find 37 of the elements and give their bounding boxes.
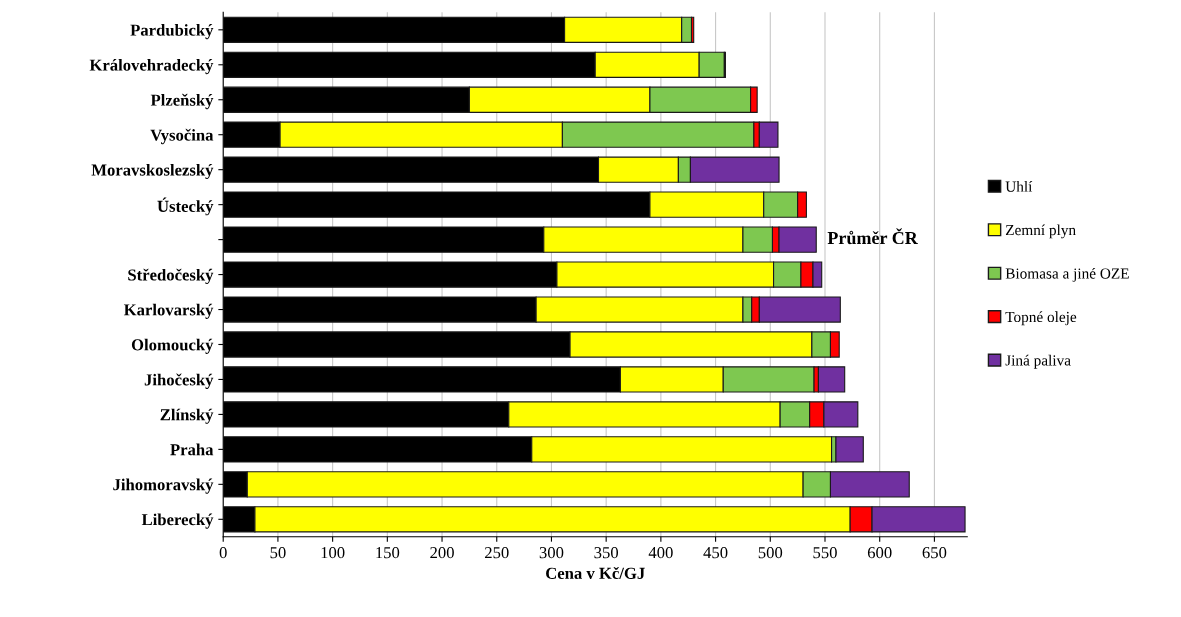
x-tick-label: 150: [376, 546, 400, 559]
legend-label: Jiná paliva: [1005, 354, 1071, 369]
y-tick-label: Praha: [170, 443, 214, 456]
x-tick-label: 600: [867, 546, 892, 559]
x-tick-label: 650: [922, 546, 947, 559]
x-tick-label: 0: [219, 546, 227, 559]
y-tick-label: Moravskoslezský: [91, 163, 214, 180]
x-tick-label: 550: [813, 546, 837, 559]
x-tick-label: 500: [758, 546, 783, 559]
legend-label: Biomasa a jiné OZE: [1005, 267, 1129, 282]
legend-label: Topné oleje: [1005, 311, 1077, 326]
y-tick-label: Plzeňský: [150, 93, 214, 110]
x-tick-label: 100: [321, 546, 345, 559]
y-tick-label: Liberecký: [141, 513, 214, 529]
y-tick-label: Vysočina: [150, 128, 214, 145]
x-tick-label: 50: [270, 546, 286, 559]
x-tick-label: 350: [594, 546, 619, 559]
x-tick-label: 450: [703, 546, 728, 559]
y-tick-label: Karlovarský: [123, 303, 214, 319]
y-tick-label: Jihočeský: [144, 373, 214, 389]
x-tick-label: 300: [539, 546, 564, 559]
y-tick-label: Pardubický: [130, 24, 214, 40]
x-tick-label: 400: [648, 546, 673, 559]
y-tick-label: Olomoucký: [131, 338, 214, 354]
legend-label: Zemní plyn: [1005, 224, 1076, 239]
y-tick-label: Ústecký: [157, 197, 214, 216]
x-axis-title: Cena v Kč/GJ: [546, 566, 645, 579]
x-tick-label: 250: [484, 546, 509, 559]
y-tick-label: Zlínský: [160, 408, 214, 424]
x-tick-label: 200: [430, 546, 454, 559]
y-tick-label: Královehradecký: [89, 58, 214, 75]
annotation: Průměr ČR: [827, 228, 918, 245]
y-tick-label: Jihomoravský: [113, 478, 214, 494]
legend-label: Uhlí: [1005, 181, 1033, 192]
bar: [817, 366, 846, 393]
y-tick-label: Středočeský: [128, 268, 214, 285]
bar: [835, 436, 864, 463]
